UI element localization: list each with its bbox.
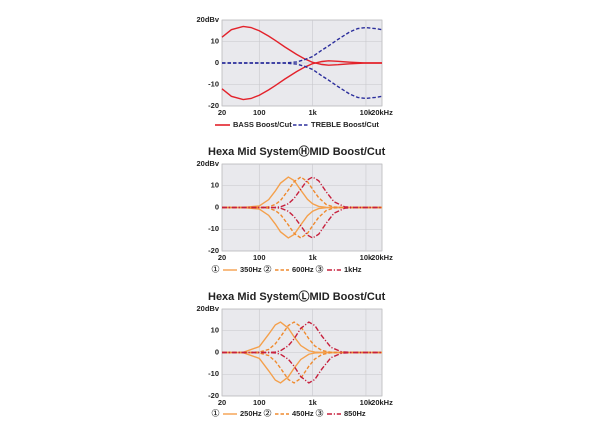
y-tick-label: 20dBv [196,159,219,168]
y-tick-label: 10 [211,326,219,335]
curve [222,351,382,384]
curve [222,62,383,100]
chart-title: Hexa Mid SystemⓁMID Boost/Cut [208,289,386,303]
y-tick-label: -10 [208,369,219,378]
y-tick-label: 10 [211,181,219,190]
legend-number: ③ [315,409,324,420]
x-tick-label: 100 [253,253,266,262]
x-tick-label: 20kHz [371,398,393,407]
legend-label: 850Hz [344,409,366,418]
x-tick-label: 100 [253,108,266,117]
legend-number: ① [211,265,220,276]
y-tick-label: 20dBv [196,304,219,313]
curve [222,206,382,239]
y-tick-label: 20dBv [196,15,219,24]
y-tick-label: -20 [208,246,219,255]
x-tick-label: 20kHz [371,253,393,262]
legend-label: BASS Boost/Cut [233,120,292,129]
chart-title: Hexa Mid SystemⒽMID Boost/Cut [208,144,386,158]
legend-number: ② [263,265,272,276]
legend-label: 600Hz [292,265,314,274]
legend-number: ③ [315,265,324,276]
y-tick-label: -10 [208,224,219,233]
curve [221,60,382,101]
legend-number: ① [211,409,220,420]
y-tick-label: 0 [215,347,219,356]
x-tick-label: 1k [308,253,317,262]
x-tick-label: 10k [360,108,373,117]
legend-label: 250Hz [240,409,262,418]
curve [222,351,382,384]
curve [221,25,382,66]
y-tick-label: 0 [215,202,219,211]
x-tick-label: 10k [360,253,373,262]
legend-label: 1kHz [344,265,362,274]
x-tick-label: 20 [218,398,226,407]
x-tick-label: 1k [308,108,317,117]
x-tick-label: 1k [308,398,317,407]
x-tick-label: 10k [360,398,373,407]
x-tick-label: 100 [253,398,266,407]
y-tick-label: 0 [215,58,219,67]
legend-label: 350Hz [240,265,262,274]
y-tick-label: -10 [208,79,219,88]
legend-number: ② [263,409,272,420]
x-tick-label: 20 [218,108,226,117]
x-tick-label: 20kHz [371,108,393,117]
x-tick-label: 20 [218,253,226,262]
legend-label: 450Hz [292,409,314,418]
y-tick-label: -20 [208,101,219,110]
legend-label: TREBLE Boost/Cut [311,120,379,129]
y-tick-label: -20 [208,391,219,400]
y-tick-label: 10 [211,36,219,45]
